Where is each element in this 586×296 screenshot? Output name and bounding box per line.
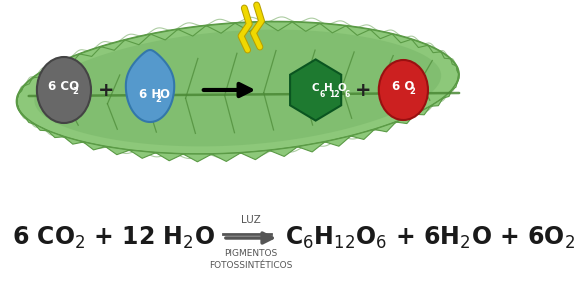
Text: O: O (338, 83, 346, 93)
Polygon shape (25, 117, 35, 124)
Text: +: + (98, 81, 115, 99)
Circle shape (37, 57, 91, 123)
Text: 6 O: 6 O (392, 80, 414, 93)
Text: 2: 2 (410, 86, 415, 96)
Polygon shape (457, 74, 459, 82)
Text: 6 CO: 6 CO (49, 80, 80, 93)
Polygon shape (350, 129, 374, 139)
Polygon shape (18, 86, 23, 94)
Polygon shape (35, 30, 441, 147)
Polygon shape (80, 47, 101, 57)
Circle shape (379, 60, 428, 120)
Polygon shape (298, 142, 325, 152)
Polygon shape (23, 78, 33, 86)
Polygon shape (178, 25, 206, 36)
Text: 6: 6 (319, 89, 325, 99)
Polygon shape (320, 23, 346, 33)
Polygon shape (270, 147, 298, 157)
Text: 12: 12 (329, 89, 340, 99)
Polygon shape (101, 40, 125, 50)
Polygon shape (292, 22, 320, 31)
Polygon shape (125, 34, 151, 45)
Polygon shape (392, 34, 411, 43)
Polygon shape (156, 153, 183, 161)
Polygon shape (16, 94, 18, 102)
Polygon shape (441, 52, 451, 59)
Text: 6: 6 (345, 89, 350, 99)
Polygon shape (374, 122, 396, 132)
Polygon shape (415, 106, 431, 115)
Polygon shape (451, 59, 456, 66)
Polygon shape (456, 66, 459, 74)
Polygon shape (64, 137, 83, 144)
Polygon shape (19, 110, 25, 117)
Polygon shape (16, 102, 19, 110)
Polygon shape (83, 142, 105, 150)
Text: C: C (312, 83, 319, 93)
Polygon shape (33, 70, 45, 78)
Polygon shape (235, 22, 264, 31)
Text: H: H (325, 83, 333, 93)
Text: 2: 2 (73, 86, 79, 96)
Polygon shape (290, 59, 341, 120)
Polygon shape (45, 62, 61, 70)
Polygon shape (35, 124, 47, 131)
Polygon shape (105, 147, 130, 155)
Polygon shape (325, 136, 350, 146)
Polygon shape (16, 22, 459, 154)
Polygon shape (346, 26, 370, 36)
Text: 6 CO$_2$ + 12 H$_2$O: 6 CO$_2$ + 12 H$_2$O (12, 225, 215, 251)
Text: 2: 2 (155, 94, 161, 104)
Polygon shape (452, 82, 457, 90)
Polygon shape (126, 50, 174, 122)
Polygon shape (206, 23, 235, 33)
Text: FOTOSSINTÉTICOS: FOTOSSINTÉTICOS (209, 261, 292, 271)
Polygon shape (47, 131, 64, 138)
Polygon shape (370, 29, 392, 39)
Text: O: O (160, 88, 170, 101)
Polygon shape (183, 154, 212, 162)
Polygon shape (264, 22, 292, 31)
Text: +: + (355, 81, 372, 99)
Polygon shape (431, 98, 443, 106)
Polygon shape (396, 114, 415, 123)
Polygon shape (443, 90, 452, 98)
Text: LUZ: LUZ (241, 215, 261, 225)
Polygon shape (130, 150, 156, 158)
Polygon shape (61, 54, 80, 63)
Text: PIGMENTOS: PIGMENTOS (224, 250, 278, 258)
Text: 6 H: 6 H (139, 88, 161, 101)
Text: C$_6$H$_{12}$O$_6$ + 6H$_2$O + 6O$_2$: C$_6$H$_{12}$O$_6$ + 6H$_2$O + 6O$_2$ (285, 225, 575, 251)
Polygon shape (151, 29, 178, 40)
Polygon shape (411, 39, 428, 47)
Polygon shape (240, 150, 270, 160)
Polygon shape (428, 45, 441, 53)
Polygon shape (212, 153, 240, 161)
